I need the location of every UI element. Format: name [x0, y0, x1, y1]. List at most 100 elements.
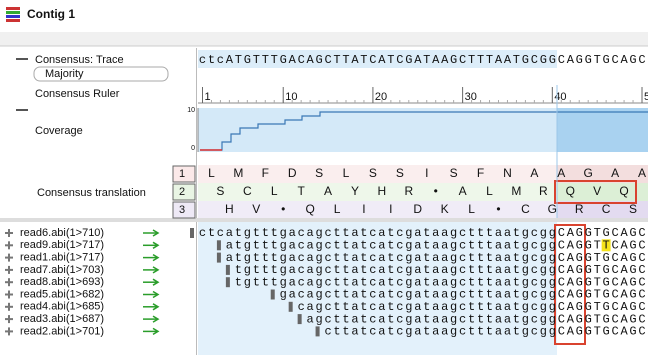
frame-number: 1	[179, 168, 185, 180]
ruler-label: 20	[375, 91, 387, 103]
read-name[interactable]: read5.abi(1>682)	[20, 288, 104, 300]
amino-acid: A	[611, 166, 619, 180]
amino-acid: S	[450, 166, 458, 180]
amino-acid: A	[324, 184, 332, 198]
amino-acid: N	[503, 166, 512, 180]
direction-arrow-head	[152, 241, 160, 249]
contig-icon	[6, 7, 20, 22]
amino-acid: Q	[305, 202, 314, 216]
amino-acid: I	[425, 166, 428, 180]
frame-number: 2	[179, 186, 185, 198]
amino-acid: C	[602, 202, 611, 216]
amino-acid: Q	[566, 184, 575, 198]
read-name[interactable]: read8.abi(1>693)	[20, 276, 104, 288]
read-name[interactable]: read2.abi(1>701)	[20, 325, 104, 337]
read-sequence: cagcttatcatcgataagctttaatgcggCAGGTGCAGC	[298, 300, 646, 314]
ruler-label: 40	[554, 91, 566, 103]
amino-acid: L	[208, 166, 215, 180]
read-sequence: tgtttgacagcttatcatcgataagctttaatgcggCAGG…	[235, 275, 646, 289]
amino-acid: L	[343, 166, 350, 180]
direction-arrow-head	[152, 327, 160, 336]
row-label: Consensus Ruler	[35, 88, 120, 100]
amino-acid: D	[288, 166, 297, 180]
amino-acid: M	[511, 184, 521, 198]
amino-acid: L	[486, 184, 493, 198]
read-name[interactable]: read3.abi(1>687)	[20, 313, 104, 325]
direction-arrow-head	[152, 278, 160, 286]
read-start-marker	[315, 326, 320, 337]
ruler-label: 50	[644, 91, 648, 103]
amino-acid: V	[252, 202, 260, 216]
read-name[interactable]: read4.abi(1>685)	[20, 301, 104, 313]
direction-arrow-head	[152, 303, 160, 311]
read-start-marker	[216, 252, 221, 263]
direction-arrow-head	[152, 253, 160, 262]
frame-number-box	[172, 201, 196, 219]
amino-acid: L	[271, 184, 278, 198]
amino-acid: S	[629, 202, 637, 216]
amino-acid: C	[243, 184, 252, 198]
amino-acid: R	[539, 184, 548, 198]
coverage-max: 10	[187, 107, 195, 114]
amino-acid: •	[281, 202, 285, 216]
direction-arrow-head	[152, 229, 160, 237]
row-label: Coverage	[35, 125, 83, 137]
amino-acid: C	[521, 202, 530, 216]
read-start-marker	[288, 301, 293, 312]
ruler-label: 10	[285, 91, 297, 103]
amino-acid: A	[459, 184, 467, 198]
read-sequence: ctcatgtttgacagcttatcatcgataagctttaatgcgg…	[199, 226, 646, 240]
consensus-sequence: ctcATGTTTGACAGCTTATCATCGATAAGCTTTAATGCGG…	[199, 53, 646, 67]
read-name[interactable]: read9.abi(1>717)	[20, 239, 104, 251]
amino-acid: •	[496, 202, 500, 216]
amino-acid: F	[477, 166, 484, 180]
amino-acid: A	[638, 166, 646, 180]
amino-acid: A	[530, 166, 538, 180]
read-sequence: cttatcatcgataagctttaatgcggCAGGTGCAGC	[324, 325, 645, 339]
read-sequence: agcttatcatcgataagctttaatgcggCAGGTGCAGC	[306, 312, 645, 326]
direction-arrow-head	[152, 315, 160, 323]
amino-acid: T	[297, 184, 305, 198]
row-label: Consensus: Trace	[35, 54, 124, 66]
read-sequence: tgtttgacagcttatcatcgataagctttaatgcggCAGG…	[235, 263, 646, 277]
mismatch-highlight	[601, 239, 611, 252]
amino-acid: S	[396, 166, 404, 180]
amino-acid: A	[557, 166, 565, 180]
frame-number-box	[172, 183, 196, 201]
direction-arrow-head	[152, 290, 160, 299]
amino-acid: V	[593, 184, 601, 198]
read-start-marker	[225, 264, 230, 275]
amino-acid: Y	[351, 184, 359, 198]
frame-number-box	[172, 165, 196, 183]
amino-acid: L	[334, 202, 341, 216]
coverage-min: 0	[191, 145, 195, 152]
read-start-marker	[225, 277, 230, 288]
ruler-label: 30	[465, 91, 477, 103]
amino-acid: M	[233, 166, 243, 180]
read-name[interactable]: read6.abi(1>710)	[20, 227, 104, 239]
amino-acid: R	[575, 202, 584, 216]
row-label: Consensus translation	[37, 187, 146, 199]
read-name[interactable]: read1.abi(1>717)	[20, 252, 104, 264]
read-name[interactable]: read7.abi(1>703)	[20, 264, 104, 276]
read-sequence: atgtttgacagcttatcatcgataagctttaatgcggCAG…	[226, 251, 646, 265]
ruler-label: 1	[204, 91, 210, 103]
amino-acid: K	[441, 202, 449, 216]
read-sequence: gacagcttatcatcgataagctttaatgcggCAGGTGCAG…	[280, 288, 646, 302]
row-label[interactable]: Majority	[45, 68, 84, 80]
amino-acid: G	[584, 166, 593, 180]
read-start-marker	[190, 228, 194, 238]
amino-acid: I	[389, 202, 392, 216]
read-start-marker	[270, 289, 275, 300]
amino-acid: L	[468, 202, 475, 216]
amino-acid: S	[369, 166, 377, 180]
amino-acid: Q	[619, 184, 628, 198]
amino-acid: S	[315, 166, 323, 180]
direction-arrow-head	[152, 266, 160, 274]
window-title: Contig 1	[27, 7, 75, 21]
amino-acid: R	[404, 184, 413, 198]
read-sequence: atgtttgacagcttatcatcgataagctttaatgcggCAG…	[226, 238, 646, 252]
amino-acid: •	[434, 184, 438, 198]
amino-acid: I	[362, 202, 365, 216]
